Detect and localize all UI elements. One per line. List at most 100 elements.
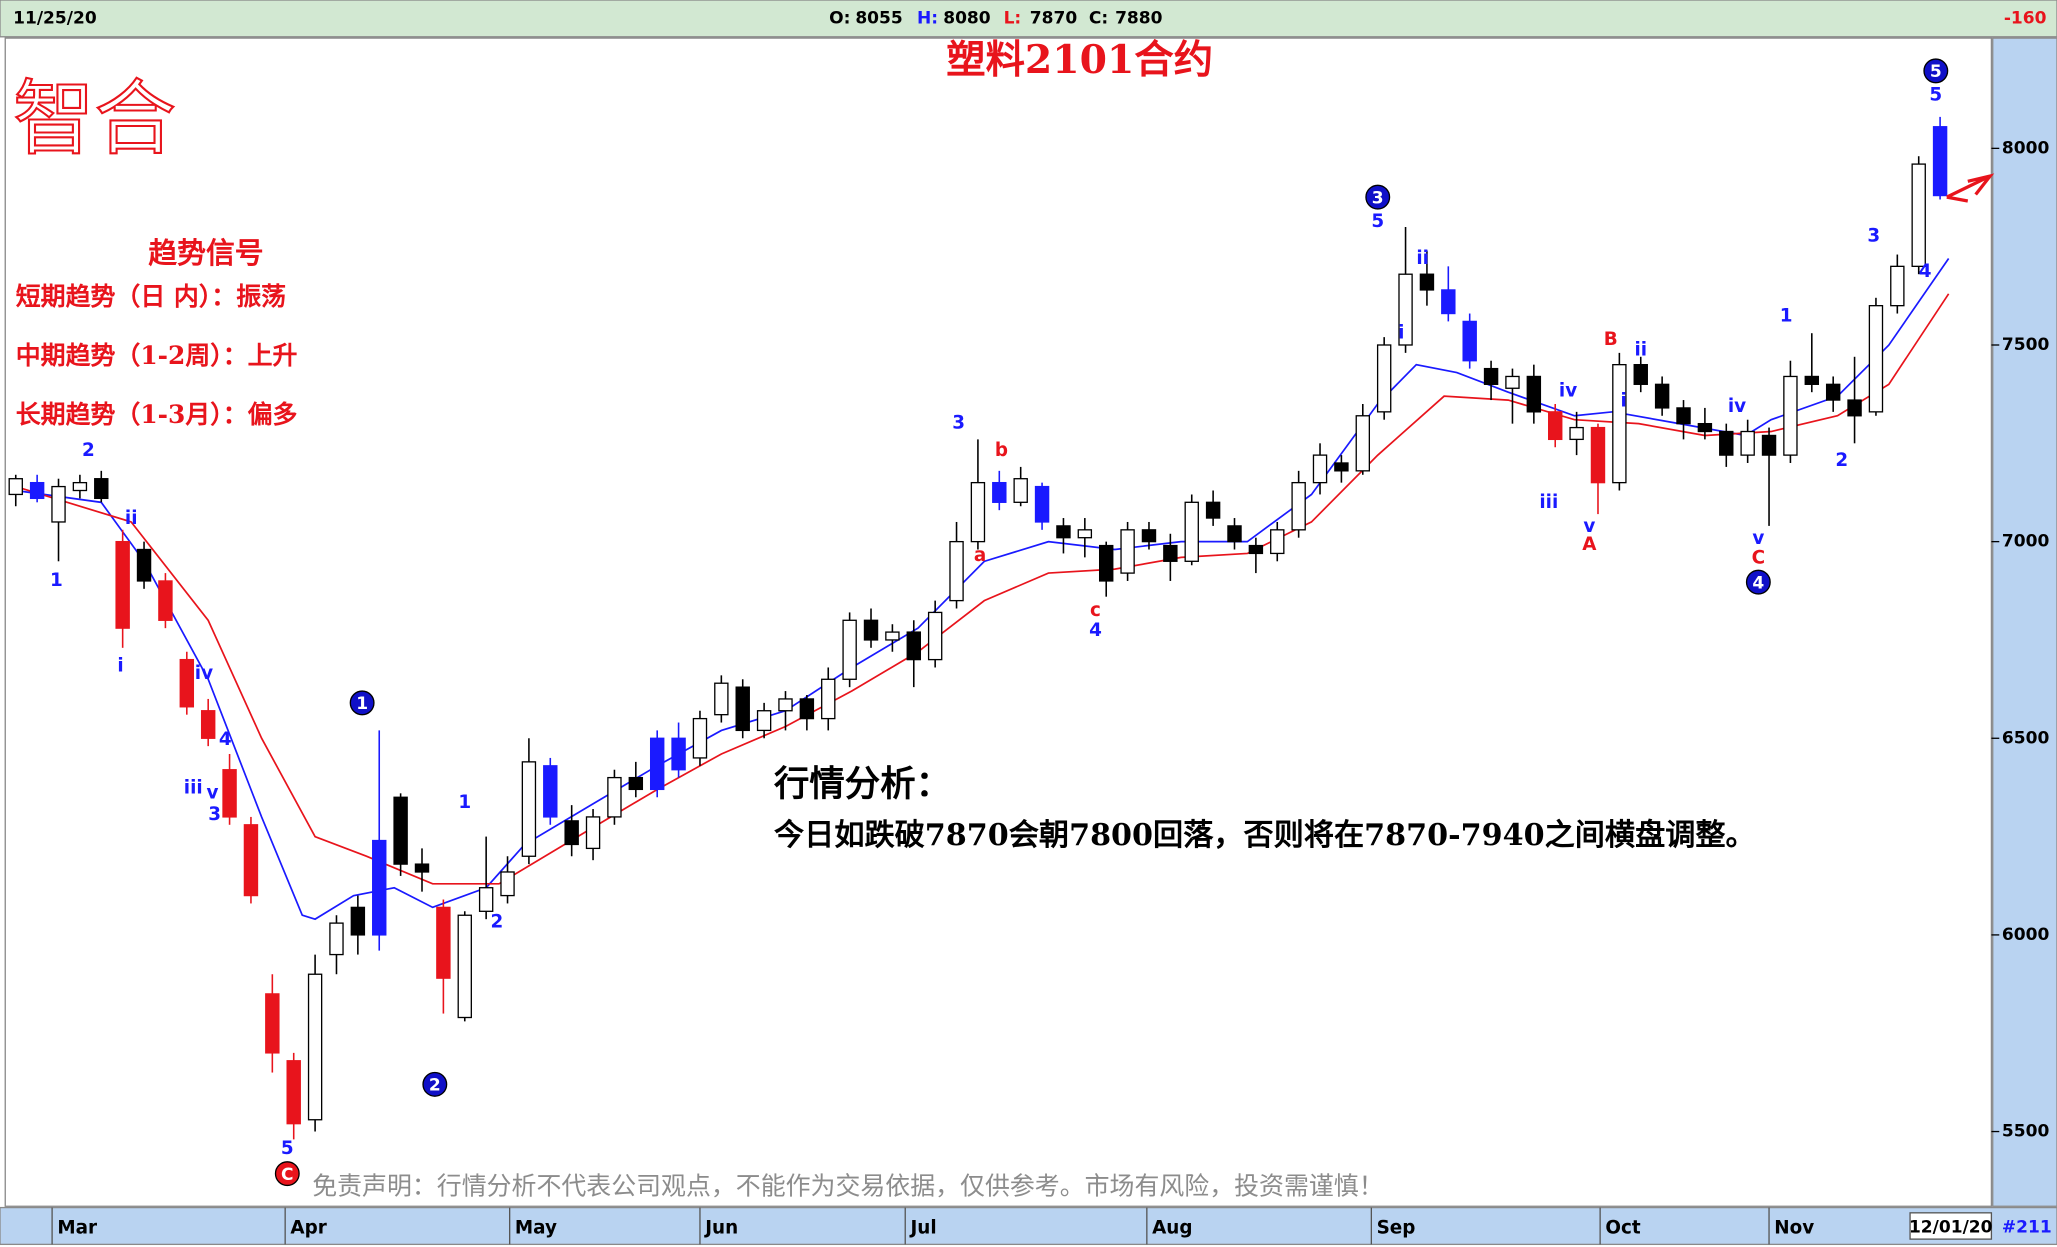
candle-body (1312, 454, 1328, 484)
candle-body (842, 619, 857, 680)
candle-body (799, 698, 815, 720)
candle-body (1483, 367, 1499, 385)
wave-label: 4 (1089, 620, 1102, 641)
logo: 智合 (13, 71, 176, 166)
candle-body (714, 682, 729, 716)
candle-body (756, 710, 772, 732)
candle-body (1548, 411, 1563, 441)
candle-body (1847, 399, 1862, 417)
wave-label: v (1583, 516, 1595, 537)
wave-label: 3 (1372, 188, 1384, 208)
wave-circle (1745, 569, 1771, 595)
wave-label: 4 (219, 729, 232, 750)
candle-body (500, 871, 515, 897)
candle-body (1676, 407, 1691, 425)
candle-body (906, 631, 921, 661)
candle-body (949, 540, 964, 602)
wave-label: 2 (1835, 450, 1848, 471)
x-tick-label: Sep (1377, 1218, 1416, 1239)
candle-body (1013, 478, 1028, 503)
candle-body (1376, 344, 1392, 413)
wave-circle (349, 690, 375, 716)
wave-label: 5 (1929, 85, 1942, 106)
candle-body (992, 481, 1007, 503)
candle-body (1441, 289, 1456, 315)
candle-body (1205, 501, 1221, 519)
candle-body (222, 769, 237, 818)
candle-body (692, 717, 708, 759)
high-label: H: (917, 8, 938, 28)
candle-body (1783, 375, 1798, 456)
header-date: 11/25/20 (13, 8, 97, 28)
candle-body (970, 481, 986, 543)
candle-body (350, 906, 366, 936)
x-tick-label: Oct (1605, 1218, 1640, 1239)
candle-body (158, 580, 173, 621)
candle-body (1868, 305, 1884, 413)
wave-label: 3 (208, 804, 221, 825)
candle-body (372, 839, 387, 936)
wave-label: B (1604, 329, 1618, 350)
candle-body (1056, 525, 1071, 539)
wave-label: iv (1559, 380, 1577, 401)
candle-body (778, 698, 793, 712)
candle-body (564, 820, 579, 846)
moving-average (15, 293, 1950, 885)
wave-circle (274, 1161, 300, 1187)
candle-body (735, 686, 750, 732)
candle-body (1932, 126, 1948, 197)
y-tick-label: 8000 (2002, 138, 2050, 158)
candle-body (329, 922, 344, 956)
candle-body (1526, 375, 1542, 413)
candle-body (1227, 525, 1242, 543)
date-box (1909, 1212, 1993, 1240)
candle-body (51, 485, 66, 523)
disclaimer: 免责声明：行情分析不代表公司观点，不能作为交易依据，仅供参考。市场有风险，投资需… (312, 1171, 1383, 1200)
low-label: L: (1004, 8, 1022, 28)
candle-body (179, 658, 195, 708)
x-tick-label: Mar (57, 1218, 98, 1239)
candle-body (1612, 364, 1627, 484)
low-value: 7870 (1030, 8, 1078, 28)
close-label: C: (1089, 8, 1108, 28)
candle-body (1590, 426, 1606, 484)
candle-body (1141, 529, 1157, 543)
wave-label: 3 (1867, 225, 1880, 246)
chart-title: 塑料2101合约 (946, 37, 1213, 83)
trend-row: 长期趋势（1-3月）：偏多 (16, 400, 298, 429)
candle-body (1398, 273, 1413, 346)
candle-body (521, 761, 537, 857)
candle-body (1804, 375, 1820, 385)
x-tick-label: Apr (290, 1218, 327, 1239)
candle-body (414, 863, 430, 873)
wave-circle (1365, 184, 1391, 210)
candle-body (1270, 529, 1285, 555)
x-tick-label: Aug (1152, 1218, 1192, 1239)
wave-label: A (1582, 534, 1597, 555)
candle-body (1248, 544, 1264, 555)
candle-body (436, 906, 451, 979)
candle-body (1034, 485, 1050, 523)
candle-body (115, 540, 130, 629)
plot-area (4, 37, 1993, 1207)
wave-label: 2 (82, 440, 95, 461)
analysis-title: 行情分析： (774, 763, 951, 804)
wave-label: 5 (1930, 62, 1942, 82)
candle-body (1184, 501, 1199, 562)
candle-body (671, 737, 686, 771)
candle-body (136, 548, 152, 582)
candle-body (1697, 422, 1713, 433)
candle-body (863, 619, 879, 641)
x-tick-label: Jun (703, 1218, 738, 1239)
candle-body (1654, 383, 1670, 409)
trend-title: 趋势信号 (148, 236, 263, 270)
open-value: 8055 (855, 8, 902, 28)
candle-body (1120, 529, 1135, 574)
candle-body (1163, 544, 1178, 562)
wave-circle (422, 1071, 448, 1097)
wave-label: 1 (50, 570, 63, 591)
close-value: 7880 (1115, 8, 1163, 28)
wave-label: a (974, 545, 986, 566)
wave-label: iii (1539, 492, 1558, 513)
